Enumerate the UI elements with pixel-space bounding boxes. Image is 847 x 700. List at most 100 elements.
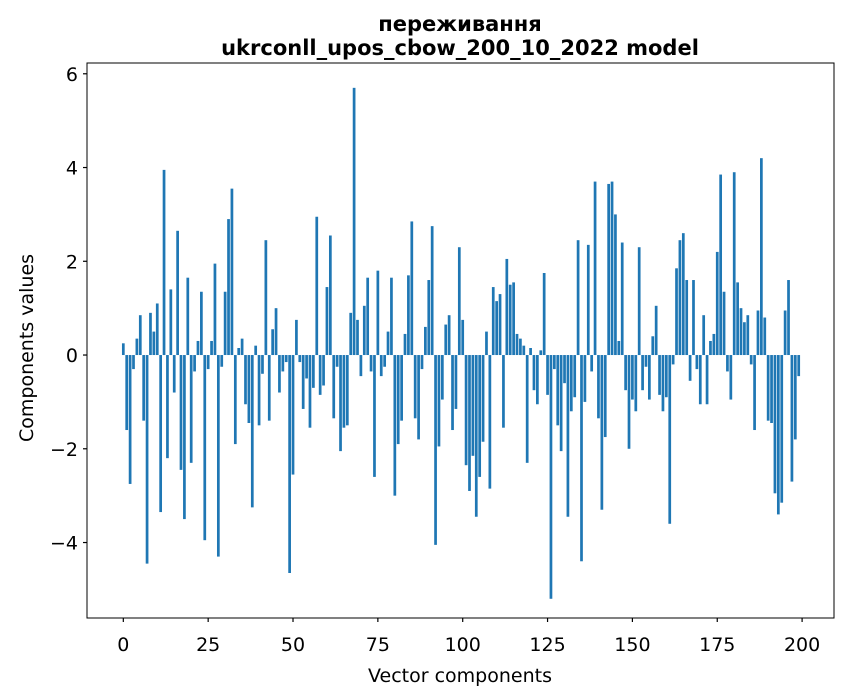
bar — [474, 355, 478, 517]
bar — [729, 355, 733, 400]
axis-ticks-group — [83, 73, 803, 622]
bar — [549, 355, 553, 599]
bar — [335, 355, 339, 367]
bar — [457, 247, 461, 356]
x-tick-label: 150 — [614, 634, 650, 656]
bar — [766, 355, 770, 421]
bar — [172, 355, 176, 393]
bar — [356, 319, 359, 356]
bar — [515, 333, 519, 356]
bar — [281, 355, 285, 372]
bar — [342, 355, 346, 428]
bar — [726, 355, 729, 372]
bar — [179, 355, 183, 470]
bar — [159, 355, 163, 513]
bar — [230, 188, 234, 356]
bar — [128, 355, 132, 484]
bar — [668, 355, 672, 524]
bar — [722, 291, 726, 356]
bar — [525, 355, 529, 463]
bar — [424, 326, 427, 356]
bar — [787, 280, 790, 356]
bar — [379, 355, 383, 377]
bar — [576, 240, 580, 356]
bar — [176, 230, 179, 356]
bar — [386, 331, 390, 356]
bar — [407, 275, 410, 356]
bar — [566, 355, 570, 517]
bar — [664, 355, 668, 398]
bar — [196, 340, 200, 356]
bar — [434, 355, 437, 545]
axis-ticklabels-group: 0 25 50 75 100 125 150 175 200 6 4 2 0 −2 −4 — [50, 64, 820, 656]
bar — [396, 355, 400, 445]
bar — [312, 355, 315, 388]
bar — [267, 355, 271, 421]
bar — [152, 331, 156, 356]
plot-border — [86, 62, 835, 619]
bar — [478, 355, 482, 477]
bar — [763, 317, 767, 356]
bar — [440, 355, 444, 400]
bar — [607, 183, 611, 356]
bar — [295, 319, 298, 356]
bar — [712, 333, 716, 356]
y-tick-label: −4 — [50, 533, 78, 555]
x-tick-label: 125 — [529, 634, 565, 656]
bar — [332, 355, 336, 419]
bar — [240, 338, 244, 356]
bar — [135, 338, 139, 356]
bar — [142, 355, 146, 421]
x-tick-label: 100 — [445, 634, 481, 656]
x-tick-label: 200 — [784, 634, 820, 656]
bar — [502, 355, 505, 428]
bar — [400, 355, 403, 421]
bar — [376, 270, 380, 356]
bar — [597, 355, 600, 419]
bar — [698, 355, 702, 405]
bar — [627, 355, 631, 449]
x-tick-label: 0 — [117, 634, 129, 656]
bar — [237, 348, 241, 356]
bar — [580, 355, 583, 562]
bar — [349, 312, 353, 356]
bar — [254, 345, 258, 356]
bar — [644, 355, 648, 367]
bar — [284, 355, 288, 363]
bar — [715, 251, 719, 356]
bar — [488, 355, 492, 489]
bar — [308, 355, 312, 428]
bar — [593, 181, 597, 356]
x-tick-label: 175 — [699, 634, 735, 656]
x-tick-label: 75 — [366, 634, 390, 656]
bar — [189, 355, 193, 463]
bar — [790, 355, 794, 482]
bar — [702, 315, 706, 356]
y-tick-label: 6 — [66, 64, 78, 86]
bar — [539, 350, 543, 356]
bar — [736, 282, 739, 356]
bar — [695, 355, 699, 370]
bar — [149, 312, 152, 356]
bar — [430, 226, 434, 356]
bar — [305, 355, 308, 379]
bar — [216, 355, 220, 557]
bar — [193, 355, 196, 372]
bar — [675, 268, 678, 356]
bar — [546, 355, 549, 395]
bar — [617, 340, 621, 356]
bar — [681, 233, 685, 356]
bar — [749, 355, 753, 365]
bar — [678, 240, 682, 356]
bar — [447, 315, 451, 356]
bar — [600, 355, 604, 510]
bar — [437, 355, 441, 447]
bar — [634, 355, 638, 412]
bar — [498, 294, 502, 356]
bar — [648, 355, 651, 400]
bar — [413, 355, 417, 419]
bar — [760, 158, 763, 356]
bar — [461, 319, 465, 356]
bar — [563, 355, 566, 384]
bar — [709, 340, 712, 356]
